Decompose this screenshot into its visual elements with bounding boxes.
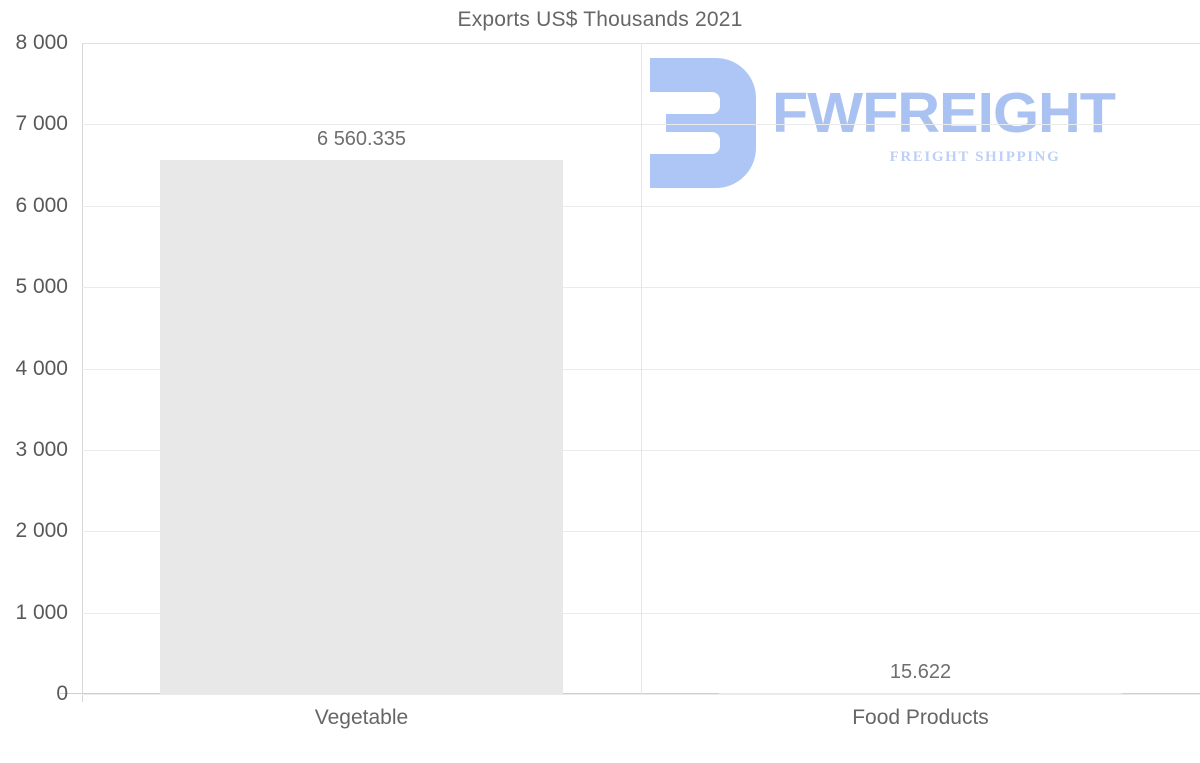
y-axis-tick-label: 2 000 (15, 519, 68, 543)
chart-title: Exports US$ Thousands 2021 (457, 8, 743, 31)
x-axis-category-label: Food Products (852, 706, 989, 729)
y-axis-tick-label: 5 000 (15, 275, 68, 299)
bar[interactable] (160, 160, 563, 694)
y-axis-line (82, 43, 83, 702)
y-axis-tick-label: 3 000 (15, 437, 68, 461)
bar-value-label: 6 560.335 (317, 128, 406, 151)
y-axis-tick-label: 0 (56, 682, 68, 705)
y-axis-tick-label: 8 000 (15, 31, 68, 54)
x-axis-category-label: Vegetable (314, 706, 409, 729)
y-axis-tick-label: 4 000 (15, 356, 68, 380)
bar[interactable] (719, 692, 1122, 694)
y-axis-tick-label: 6 000 (15, 193, 68, 217)
y-axis-tick-label: 7 000 (15, 112, 68, 136)
x-axis-baseline (60, 693, 1200, 694)
y-axis-tick-label: 1 000 (15, 600, 68, 624)
plot-area: 6 560.335 15.622 (60, 43, 1200, 702)
category-divider (641, 43, 642, 694)
bar-value-label: 15.622 (889, 660, 952, 683)
gridline (82, 694, 1200, 695)
